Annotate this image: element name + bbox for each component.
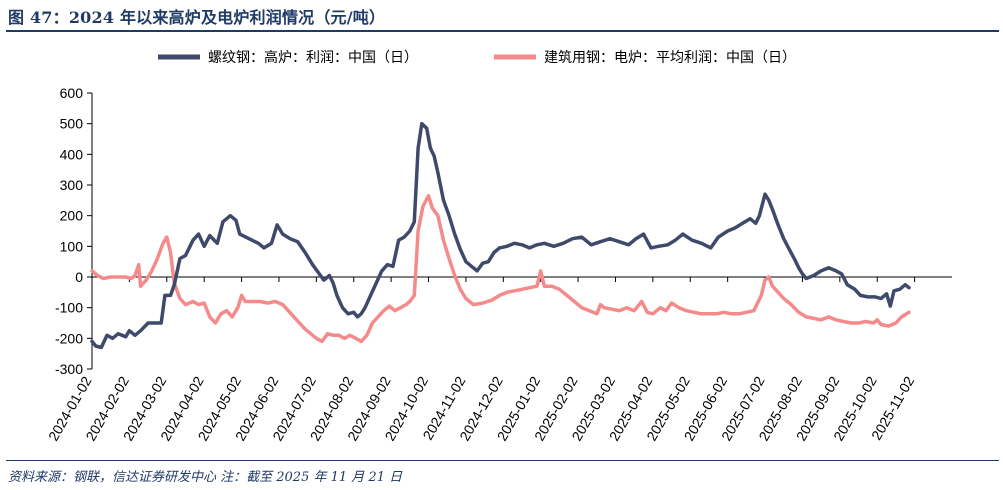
series-line-1 (90, 121, 911, 350)
footer-divider (6, 460, 999, 461)
y-tick-label: -300 (55, 361, 83, 377)
y-tick-label: 200 (60, 208, 84, 224)
y-axis: 600 500 400 300 200 100 0 -100 -200 -300 (55, 85, 93, 377)
legend: 螺纹钢：高炉：利润：中国（日） 建筑用钢：电炉：平均利润：中国（日） (158, 49, 796, 66)
chart: 螺纹钢：高炉：利润：中国（日） 建筑用钢：电炉：平均利润：中国（日） 600 50… (45, 49, 952, 444)
title-divider (6, 30, 999, 32)
series-line-2 (90, 193, 911, 344)
y-tick-label: 600 (60, 85, 84, 101)
figure-title: 图 47：2024 年以来高炉及电炉利润情况（元/吨） (8, 8, 386, 27)
source-note: 资料来源：钢联，信达证券研发中心 注：截至 2025 年 11 月 21 日 (8, 470, 403, 485)
legend-label-series-1: 螺纹钢：高炉：利润：中国（日） (208, 49, 418, 66)
y-tick-label: -100 (55, 300, 83, 316)
y-tick-label: -200 (55, 330, 83, 346)
legend-label-series-2: 建筑用钢：电炉：平均利润：中国（日） (544, 50, 796, 66)
y-tick-label: 400 (60, 146, 84, 162)
plot-lines (90, 121, 911, 350)
y-tick-label: 300 (60, 177, 84, 193)
y-tick-label: 0 (75, 269, 83, 285)
y-tick-label: 100 (60, 238, 84, 254)
y-tick-label: 500 (60, 116, 84, 132)
